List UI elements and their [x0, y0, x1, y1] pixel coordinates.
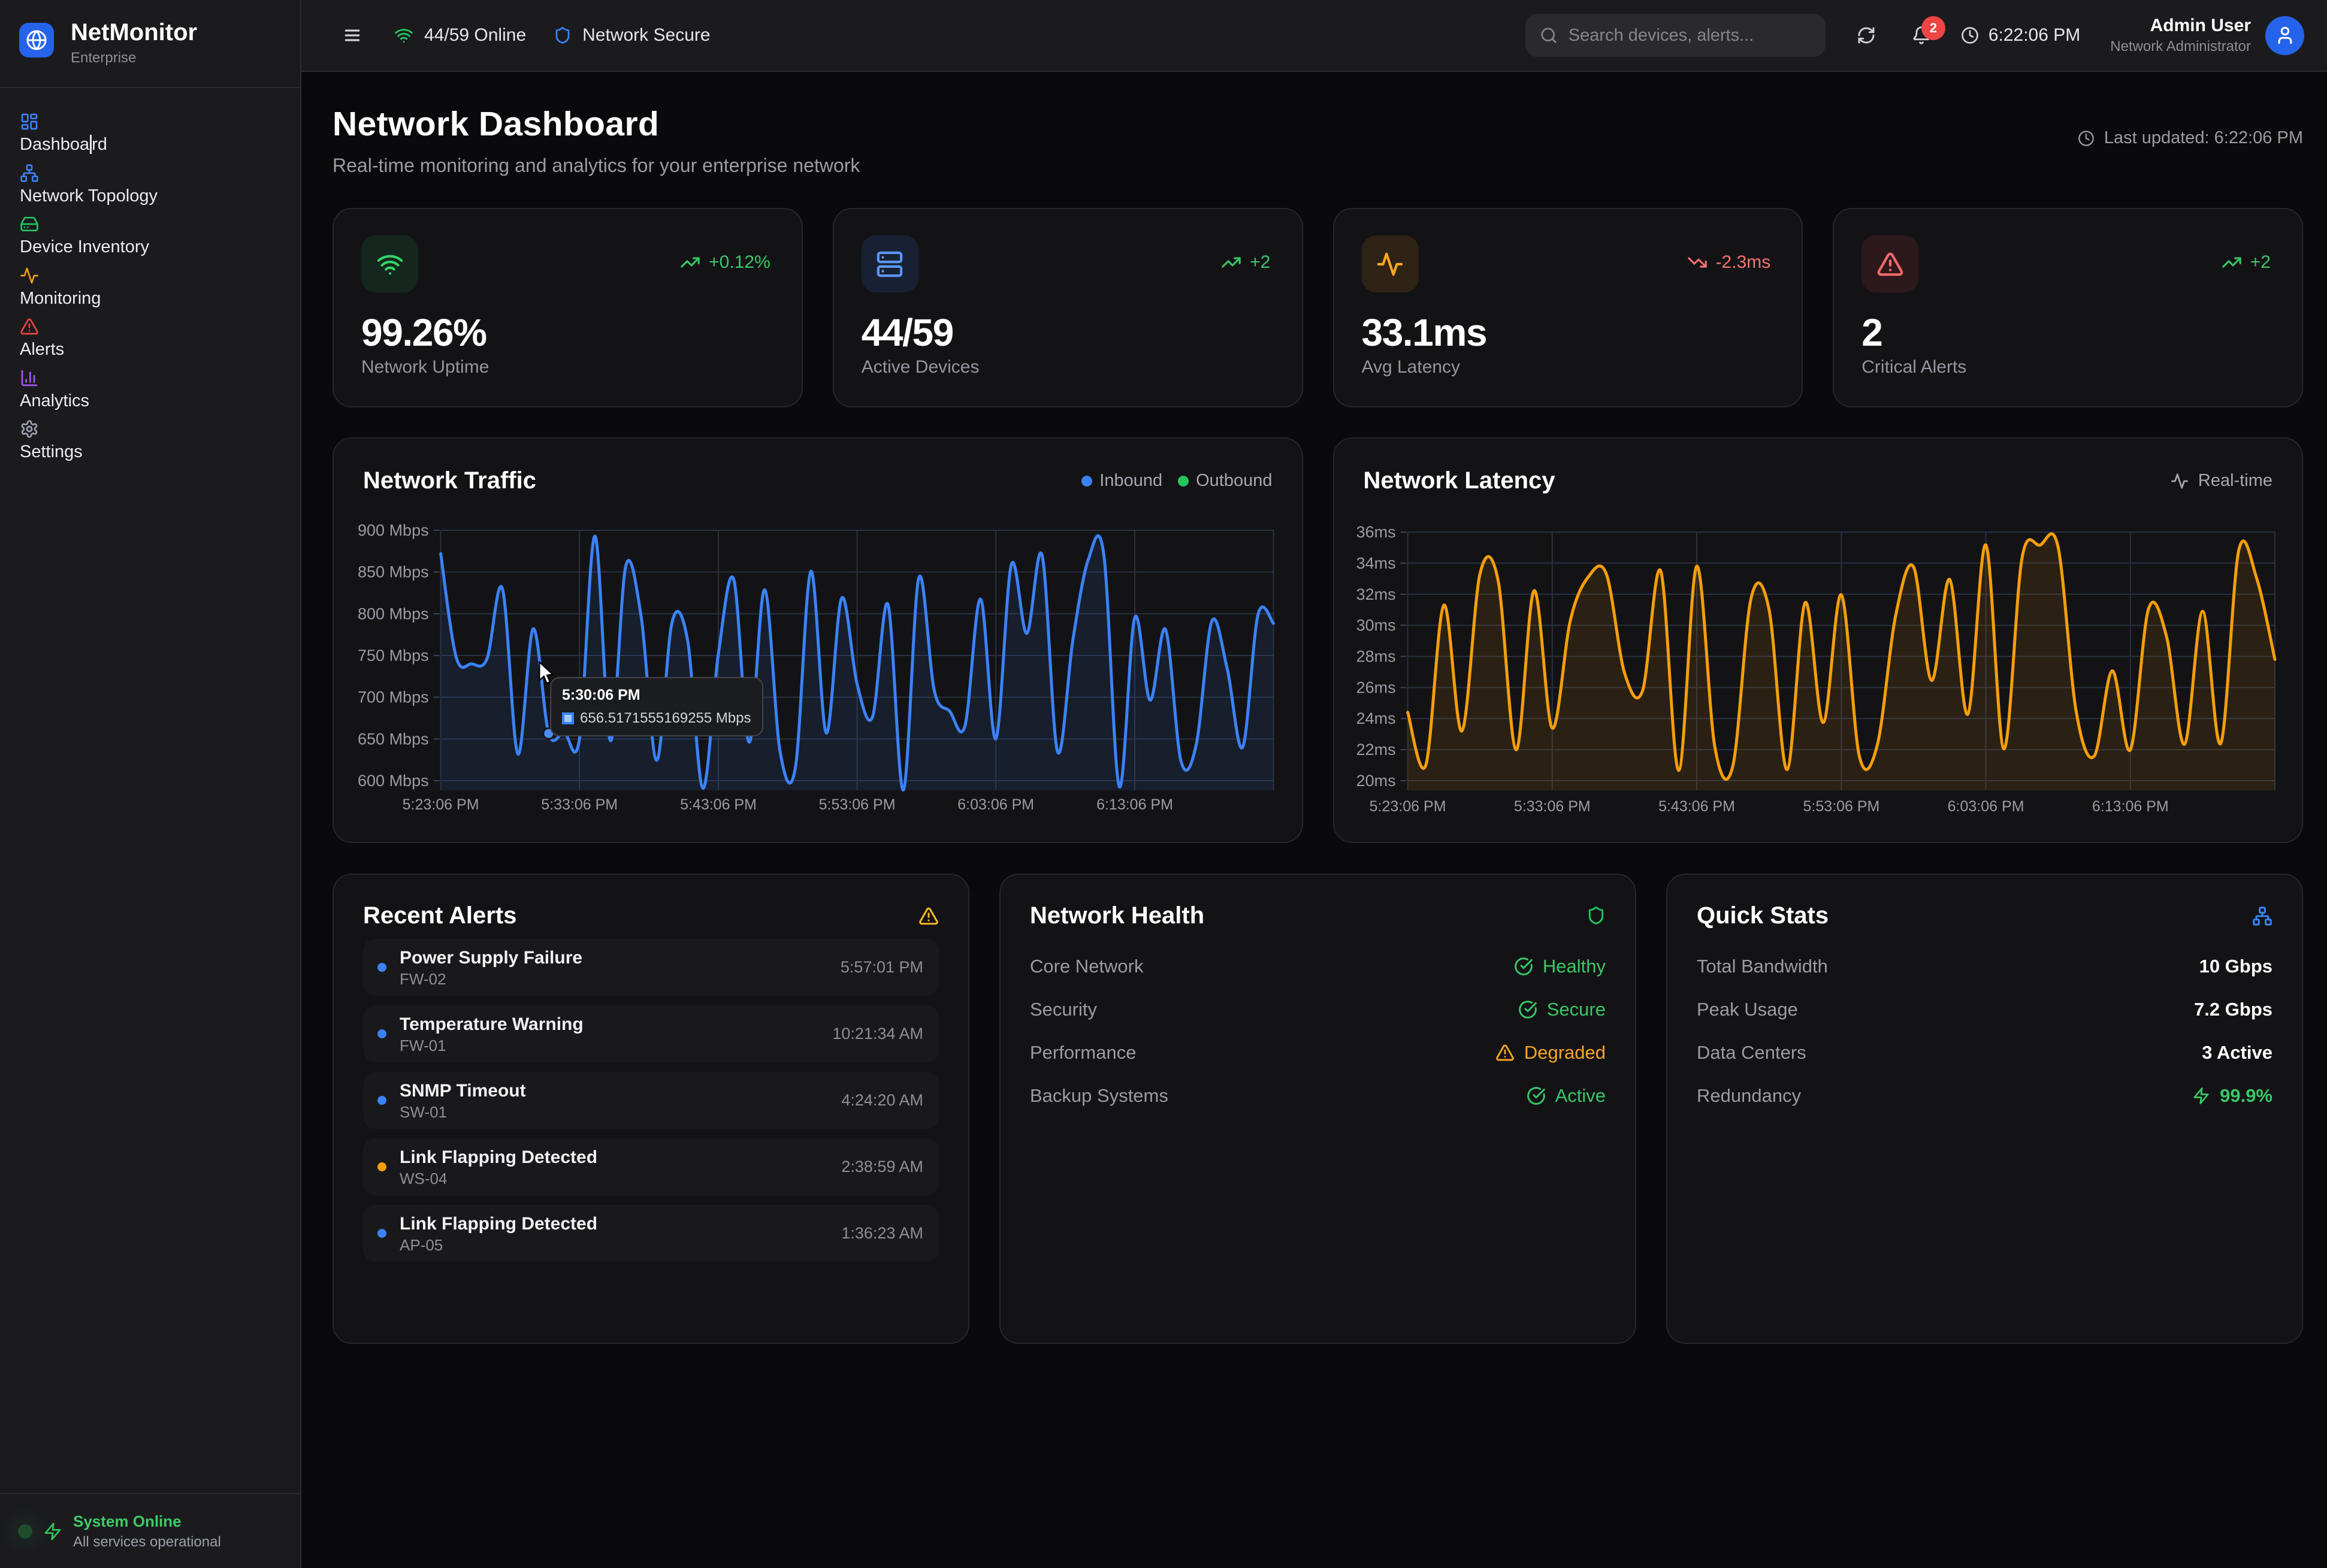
- svg-text:22ms: 22ms: [1356, 741, 1395, 759]
- svg-text:26ms: 26ms: [1356, 678, 1395, 696]
- svg-text:5:53:06 PM: 5:53:06 PM: [819, 796, 896, 813]
- svg-text:5:43:06 PM: 5:43:06 PM: [1658, 798, 1735, 815]
- svg-text:34ms: 34ms: [1356, 554, 1395, 572]
- svg-text:650 Mbps: 650 Mbps: [358, 730, 429, 748]
- svg-text:20ms: 20ms: [1356, 772, 1395, 790]
- svg-text:6:13:06 PM: 6:13:06 PM: [1096, 796, 1173, 813]
- svg-text:5:43:06 PM: 5:43:06 PM: [680, 796, 757, 813]
- svg-text:6:03:06 PM: 6:03:06 PM: [957, 796, 1034, 813]
- svg-text:24ms: 24ms: [1356, 709, 1395, 727]
- svg-text:700 Mbps: 700 Mbps: [358, 688, 429, 706]
- svg-text:6:03:06 PM: 6:03:06 PM: [1947, 798, 2024, 815]
- svg-text:5:23:06 PM: 5:23:06 PM: [1369, 798, 1446, 815]
- svg-text:850 Mbps: 850 Mbps: [358, 563, 429, 581]
- svg-text:5:33:06 PM: 5:33:06 PM: [541, 796, 618, 813]
- svg-text:6:13:06 PM: 6:13:06 PM: [2092, 798, 2168, 815]
- svg-text:600 Mbps: 600 Mbps: [358, 772, 429, 790]
- svg-text:5:23:06 PM: 5:23:06 PM: [403, 796, 479, 813]
- svg-text:28ms: 28ms: [1356, 647, 1395, 665]
- svg-text:5:33:06 PM: 5:33:06 PM: [1513, 798, 1590, 815]
- svg-text:30ms: 30ms: [1356, 617, 1395, 635]
- svg-text:800 Mbps: 800 Mbps: [358, 605, 429, 623]
- svg-text:32ms: 32ms: [1356, 585, 1395, 603]
- svg-text:36ms: 36ms: [1356, 523, 1395, 541]
- svg-text:750 Mbps: 750 Mbps: [358, 646, 429, 664]
- svg-text:900 Mbps: 900 Mbps: [358, 521, 429, 539]
- svg-text:5:53:06 PM: 5:53:06 PM: [1803, 798, 1879, 815]
